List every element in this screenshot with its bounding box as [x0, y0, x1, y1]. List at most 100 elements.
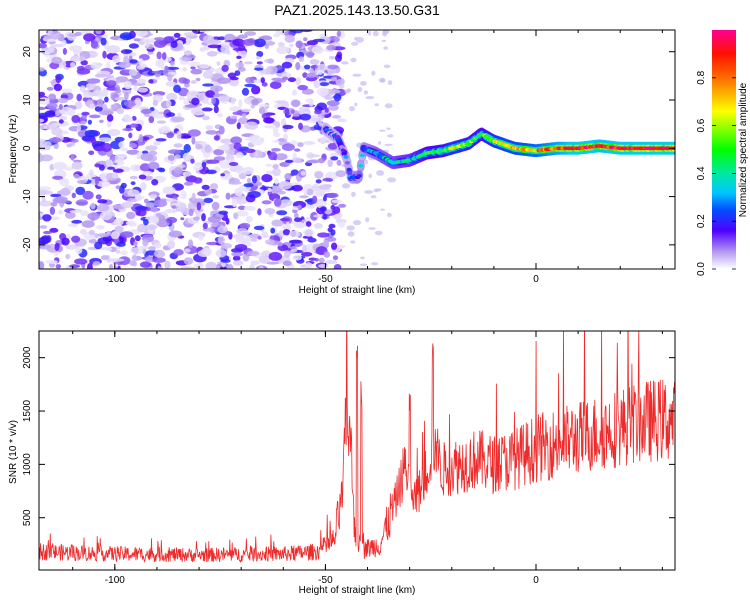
snr-panel: -100 -50 0 500 1000 1500 2000 Height of straig… — [8, 330, 676, 596]
noise-speckle — [143, 198, 149, 204]
noise-speckle — [383, 46, 389, 50]
noise-speckle — [256, 56, 261, 60]
y-tick-label: 1500 — [22, 399, 33, 422]
noise-speckle — [213, 156, 226, 162]
noise-speckle — [217, 235, 225, 245]
ridge-core — [356, 174, 362, 178]
noise-speckle — [318, 184, 331, 190]
noise-speckle — [241, 108, 252, 113]
noise-speckle — [106, 45, 121, 54]
noise-speckle — [131, 116, 137, 121]
noise-speckle — [39, 225, 48, 229]
noise-speckle — [128, 69, 138, 76]
noise-speckle — [326, 89, 341, 95]
noise-speckle — [152, 99, 159, 107]
noise-speckle — [115, 249, 121, 254]
noise-speckle — [80, 120, 87, 125]
noise-speckle — [97, 199, 108, 204]
x-tick-label: -50 — [318, 575, 333, 586]
noise-speckle — [311, 46, 324, 54]
noise-speckle — [92, 89, 105, 97]
noise-speckle — [190, 158, 195, 164]
noise-speckle — [228, 78, 240, 87]
noise-speckle — [381, 39, 387, 43]
noise-speckle — [317, 158, 326, 164]
noise-speckle — [39, 97, 50, 105]
ridge-core — [343, 155, 349, 159]
noise-speckle — [167, 154, 175, 161]
noise-speckle — [201, 213, 206, 222]
noise-speckle — [264, 43, 269, 49]
noise-speckle — [206, 125, 214, 130]
noise-speckle — [368, 227, 376, 230]
noise-speckle — [153, 249, 166, 258]
noise-speckle — [350, 240, 356, 244]
noise-speckle — [184, 248, 191, 253]
noise-speckle — [330, 204, 336, 211]
noise-speckle — [162, 186, 176, 195]
noise-speckle — [205, 90, 216, 98]
noise-speckle — [178, 96, 185, 101]
noise-speckle — [363, 90, 369, 95]
noise-speckle — [53, 83, 63, 92]
noise-speckle — [384, 143, 393, 146]
noise-speckle — [79, 228, 87, 235]
noise-speckle — [76, 93, 82, 102]
noise-speckle — [254, 67, 264, 71]
noise-speckle — [304, 262, 313, 269]
noise-speckle — [39, 186, 52, 191]
noise-speckle — [273, 198, 282, 207]
noise-speckle — [303, 187, 308, 196]
noise-speckle — [333, 93, 342, 102]
noise-speckle — [374, 103, 379, 107]
noise-speckle — [244, 31, 257, 36]
noise-speckle — [106, 75, 115, 79]
noise-speckle — [40, 47, 53, 55]
noise-speckle — [65, 244, 78, 250]
noise-speckle — [66, 143, 72, 148]
noise-speckle — [100, 255, 109, 261]
noise-speckle — [99, 119, 104, 124]
snr-y-label: SNR (10 * v/v) — [8, 420, 19, 484]
noise-speckle — [270, 227, 276, 234]
noise-speckle — [306, 204, 316, 209]
spectrogram-x-label: Height of straight line (km) — [299, 285, 416, 296]
noise-speckle — [123, 80, 132, 90]
noise-speckle — [380, 78, 386, 83]
noise-speckle — [244, 121, 259, 130]
noise-speckle — [276, 210, 288, 216]
noise-speckle — [298, 56, 305, 62]
noise-speckle — [291, 99, 301, 108]
noise-speckle — [48, 137, 62, 143]
noise-speckle — [310, 65, 318, 69]
noise-speckle — [364, 159, 369, 165]
noise-speckle — [55, 264, 62, 269]
noise-speckle — [271, 148, 281, 152]
noise-speckle — [220, 266, 227, 269]
noise-speckle — [60, 94, 69, 99]
noise-speckle — [176, 130, 182, 140]
noise-speckle — [289, 43, 294, 48]
y-tick-label: 20 — [22, 46, 33, 58]
noise-speckle — [204, 144, 212, 153]
noise-speckle — [341, 61, 349, 65]
noise-speckle — [338, 203, 347, 208]
noise-speckle — [41, 196, 46, 203]
noise-speckle — [346, 225, 355, 231]
noise-speckle — [274, 100, 288, 104]
noise-speckle — [88, 229, 96, 236]
noise-speckle — [306, 160, 320, 164]
noise-speckle — [305, 98, 312, 103]
noise-speckle — [307, 237, 317, 243]
noise-speckle — [337, 118, 347, 123]
noise-speckle — [94, 73, 107, 78]
noise-speckle — [114, 97, 128, 101]
ridge-core — [337, 141, 343, 146]
noise-speckle — [225, 149, 235, 156]
colorbar-tick-label: 0.8 — [696, 70, 707, 84]
noise-speckle — [208, 39, 222, 44]
noise-speckle — [75, 246, 83, 255]
noise-speckle — [119, 32, 133, 40]
noise-speckle — [137, 87, 149, 93]
y-tick-label: 0 — [22, 145, 33, 151]
